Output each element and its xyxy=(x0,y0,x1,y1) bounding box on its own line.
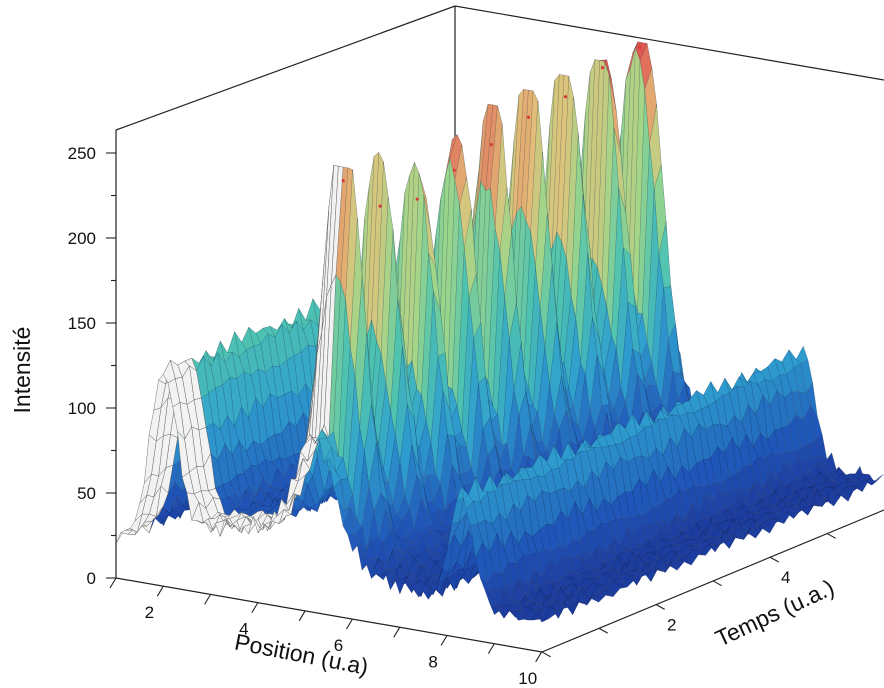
surface-cell xyxy=(714,540,728,553)
z-tick-label: 100 xyxy=(68,399,96,418)
x-tick xyxy=(487,643,495,654)
x-tick xyxy=(204,594,212,605)
back-top-edge xyxy=(115,5,884,131)
surface-cell xyxy=(657,565,671,573)
z-tick-label: 0 xyxy=(87,569,96,588)
x-tick xyxy=(298,610,306,622)
z-tick-label: 150 xyxy=(68,314,96,333)
surface-cell xyxy=(643,569,657,582)
y-tick-label: 2 xyxy=(667,615,676,634)
surface-cell xyxy=(629,575,642,586)
y-tick xyxy=(598,627,608,634)
peak-marker xyxy=(415,197,419,201)
surface-cell xyxy=(778,512,792,524)
floor-left-edge xyxy=(115,577,543,653)
x-tick xyxy=(393,626,401,638)
surface-cell xyxy=(593,592,607,603)
x-tick-label: 4 xyxy=(239,620,248,639)
peak-marker xyxy=(452,168,456,172)
surface-cell xyxy=(717,377,730,396)
surface-cell xyxy=(828,495,842,507)
surface-cell xyxy=(821,495,834,507)
surface-cell xyxy=(686,549,699,566)
surface-cell xyxy=(586,594,600,606)
surface-cell xyxy=(800,505,813,516)
y-tick xyxy=(655,603,665,610)
z-tick-label: 200 xyxy=(68,229,96,248)
z-axis: 0 50 100 150 200 250 xyxy=(68,144,116,588)
surface-cell xyxy=(857,478,870,493)
surface-cell xyxy=(843,485,856,502)
surface-cell xyxy=(729,535,742,549)
surface-cell xyxy=(743,528,757,540)
peak-marker xyxy=(489,142,493,147)
surface-cell xyxy=(650,567,663,582)
surface-cell xyxy=(665,561,678,573)
z-axis-title: Intensité xyxy=(9,327,35,414)
x-axis: 2 4 6 8 10 xyxy=(109,577,543,688)
intensity-surface xyxy=(115,41,884,623)
y-axis: 24 xyxy=(541,509,884,658)
peak-marker xyxy=(600,66,605,70)
y-axis-title: Temps (u.a.) xyxy=(711,574,838,652)
x-tick xyxy=(251,602,259,613)
peak-marker xyxy=(378,204,382,208)
surface-cell xyxy=(600,588,614,598)
ridge-marks xyxy=(341,45,642,208)
y-tick xyxy=(541,651,551,658)
surface-cell xyxy=(807,503,820,516)
surface-cell xyxy=(671,559,685,571)
surface-cell xyxy=(551,607,564,619)
surface-cell xyxy=(572,600,585,615)
x-axis-title: Position (u.a) xyxy=(233,628,371,679)
x-tick xyxy=(156,585,164,597)
peak-marker xyxy=(341,179,345,183)
y-tick-label: 4 xyxy=(781,568,790,587)
surface-cell xyxy=(771,517,785,524)
surface-cell xyxy=(615,581,628,589)
z-tick-label: 50 xyxy=(77,484,96,503)
surface-cell xyxy=(764,517,778,534)
z-tick-label: 250 xyxy=(68,144,96,163)
peak-marker xyxy=(637,45,642,49)
x-tick-label: 6 xyxy=(334,636,343,655)
peak-marker xyxy=(563,95,568,99)
surface-cell xyxy=(750,527,763,539)
x-tick-label: 2 xyxy=(145,603,154,622)
surface-cell xyxy=(558,604,571,619)
x-tick-label: 10 xyxy=(518,669,537,688)
x-tick xyxy=(346,618,353,630)
x-tick-label: 8 xyxy=(428,652,437,671)
y-tick xyxy=(826,532,836,539)
surface-cell xyxy=(579,598,592,606)
y-tick xyxy=(712,580,722,587)
surface-cell xyxy=(693,549,706,556)
x-tick xyxy=(109,577,117,589)
y-tick xyxy=(769,556,779,563)
peak-marker xyxy=(526,115,531,119)
surface-cell xyxy=(793,507,806,519)
surface-cell xyxy=(814,500,827,507)
surface-cell xyxy=(700,543,714,556)
surface-cell xyxy=(536,613,549,623)
surface-cell xyxy=(607,581,621,598)
x-tick xyxy=(440,635,448,646)
x-tick xyxy=(535,651,543,663)
surface-cell xyxy=(736,533,749,540)
